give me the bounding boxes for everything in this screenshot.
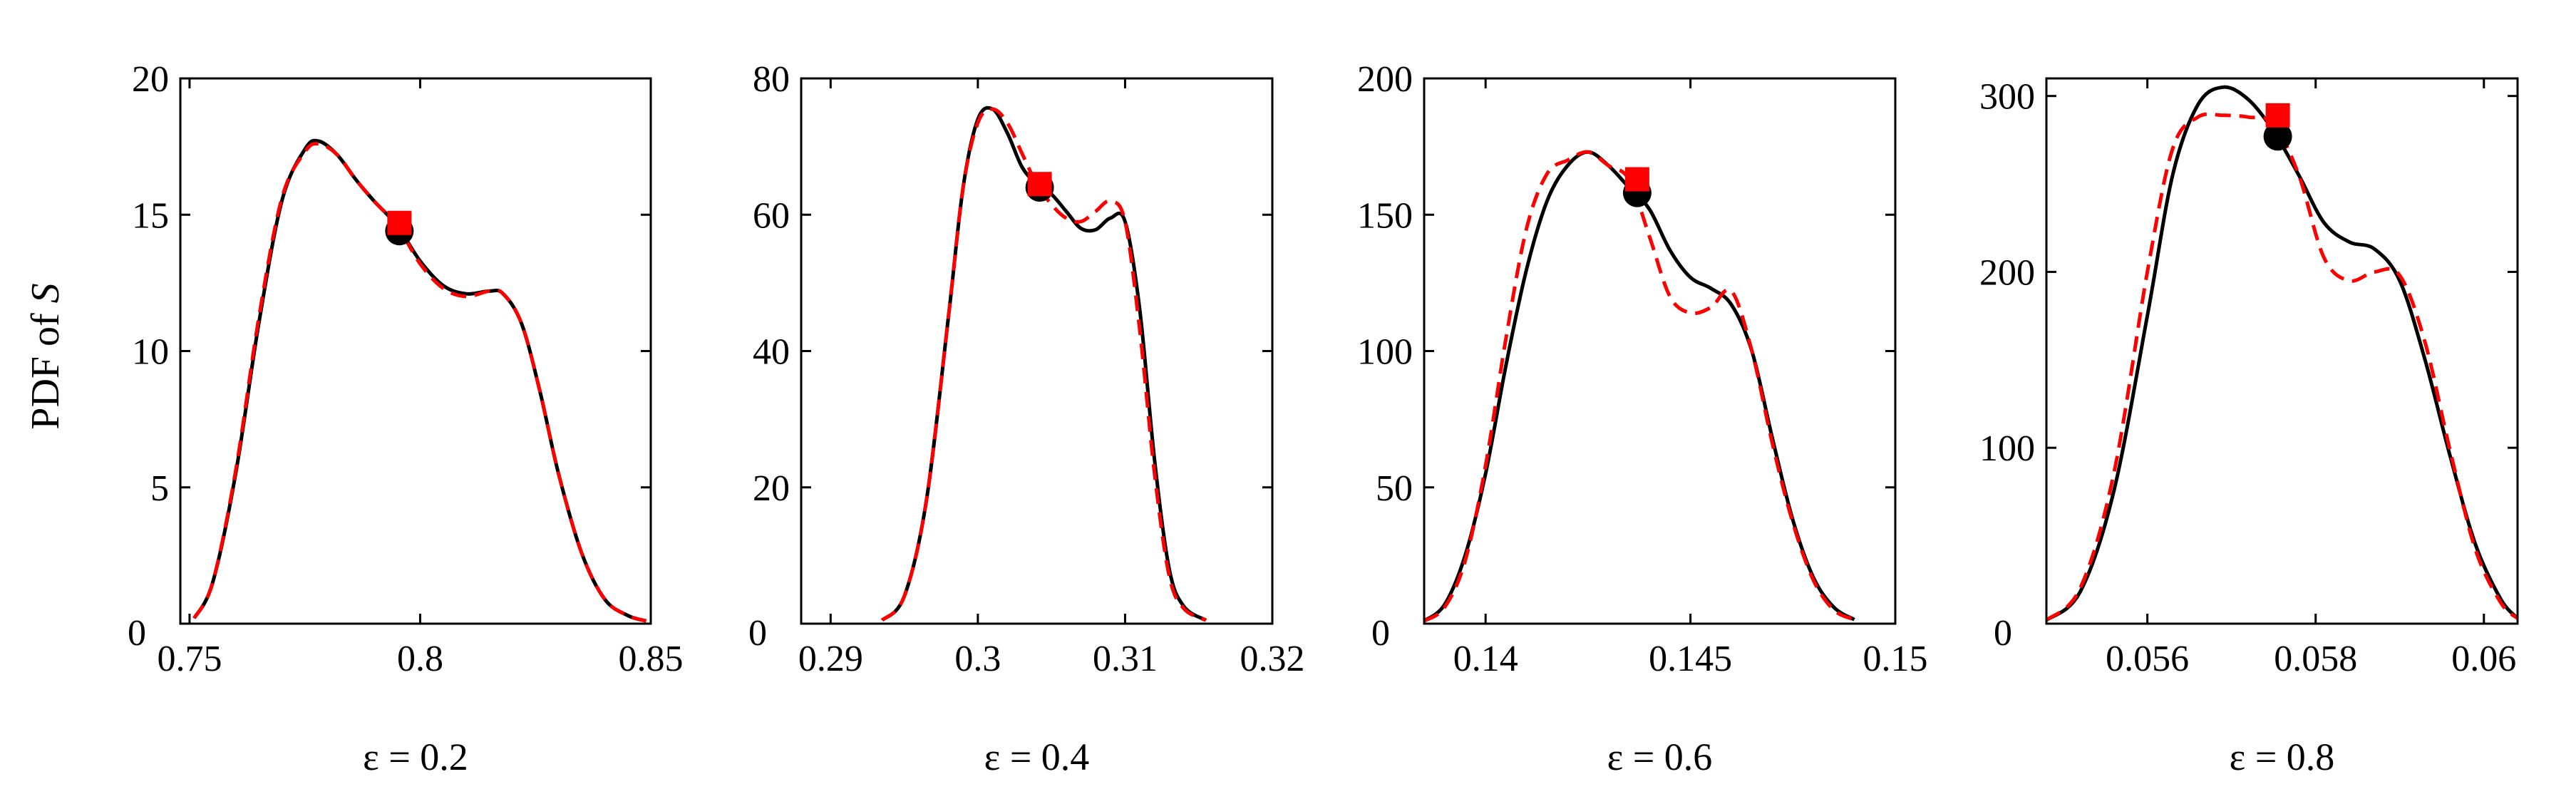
- y-tick-label: 80: [753, 59, 790, 100]
- y-tick-label: 20: [132, 59, 169, 100]
- x-tick-label: 0.31: [1093, 639, 1158, 679]
- y-tick-label: 200: [1979, 252, 2035, 293]
- x-tick-label: 0.15: [1863, 639, 1928, 679]
- red-square-marker: [1624, 167, 1649, 192]
- axes-frame: [1423, 77, 1897, 625]
- x-tick-label: 0.056: [2106, 639, 2189, 679]
- panel-caption: ε = 0.2: [363, 736, 468, 778]
- chart-panel-3: 0.14 0.145 0.15 50 100 150 200 0 ε = 0.6: [1357, 59, 1928, 778]
- dashed-red-pdf-line: [880, 107, 1207, 622]
- y-tick-label: 200: [1357, 59, 1413, 100]
- x-tick-label: 0.058: [2274, 639, 2357, 679]
- y-tick-label: 60: [753, 195, 790, 236]
- chart-panel-1: 0.75 0.8 0.85 5 10 15 20 0 ε = 0.2: [128, 59, 684, 778]
- x-tick-label: 0.8: [397, 639, 443, 679]
- y-tick-label: 50: [1376, 468, 1413, 509]
- axes-frame: [2045, 77, 2519, 625]
- black-circle-marker: [2263, 122, 2292, 151]
- axes-frame: [800, 77, 1274, 625]
- panel-caption: ε = 0.8: [2230, 736, 2335, 778]
- y-tick-label: 10: [132, 332, 169, 373]
- axes-frame: [179, 77, 652, 625]
- y-tick-label-zero: 0: [128, 613, 146, 654]
- x-tick-label: 0.75: [157, 639, 222, 679]
- y-tick-label: 300: [1979, 77, 2035, 118]
- y-axis-label: PDF of S: [24, 283, 68, 429]
- y-tick-label-zero: 0: [1994, 613, 2012, 654]
- red-square-marker: [387, 210, 412, 235]
- dashed-red-pdf-line: [192, 142, 647, 623]
- y-tick-label: 100: [1979, 428, 2035, 469]
- solid-black-pdf-line: [1424, 150, 1855, 623]
- chart-panel-4: 0.056 0.058 0.06 100 200 300 0 ε = 0.8: [1979, 77, 2519, 778]
- red-square-marker: [1027, 172, 1052, 197]
- y-axis-label-variable: S: [24, 283, 68, 303]
- x-tick-label: 0.29: [798, 639, 863, 679]
- solid-black-pdf-line: [2046, 85, 2518, 622]
- y-tick-label-zero: 0: [1371, 613, 1390, 654]
- y-tick-label: 15: [132, 195, 169, 236]
- x-tick-label: 0.06: [2451, 639, 2516, 679]
- dashed-red-pdf-line: [2046, 112, 2518, 622]
- y-tick-label-zero: 0: [748, 613, 767, 654]
- chart-panel-2: 0.29 0.3 0.31 0.32 20 40 60 80 0 ε = 0.4: [748, 59, 1305, 778]
- dashed-red-pdf-line: [1424, 150, 1855, 623]
- y-tick-label: 5: [150, 468, 169, 509]
- panel-caption: ε = 0.4: [984, 736, 1090, 778]
- x-tick-label: 0.14: [1453, 639, 1518, 679]
- x-tick-label: 0.145: [1649, 639, 1732, 679]
- x-tick-label: 0.3: [954, 639, 1001, 679]
- y-tick-label: 40: [753, 332, 790, 373]
- y-axis-label-prefix: PDF of: [24, 303, 68, 429]
- x-tick-label: 0.32: [1240, 639, 1305, 679]
- y-tick-label: 20: [753, 468, 790, 509]
- y-tick-label: 150: [1357, 195, 1413, 236]
- panel-caption: ε = 0.6: [1607, 736, 1713, 778]
- red-square-marker: [2265, 103, 2290, 128]
- y-tick-label: 100: [1357, 332, 1413, 373]
- x-tick-label: 0.85: [619, 639, 684, 679]
